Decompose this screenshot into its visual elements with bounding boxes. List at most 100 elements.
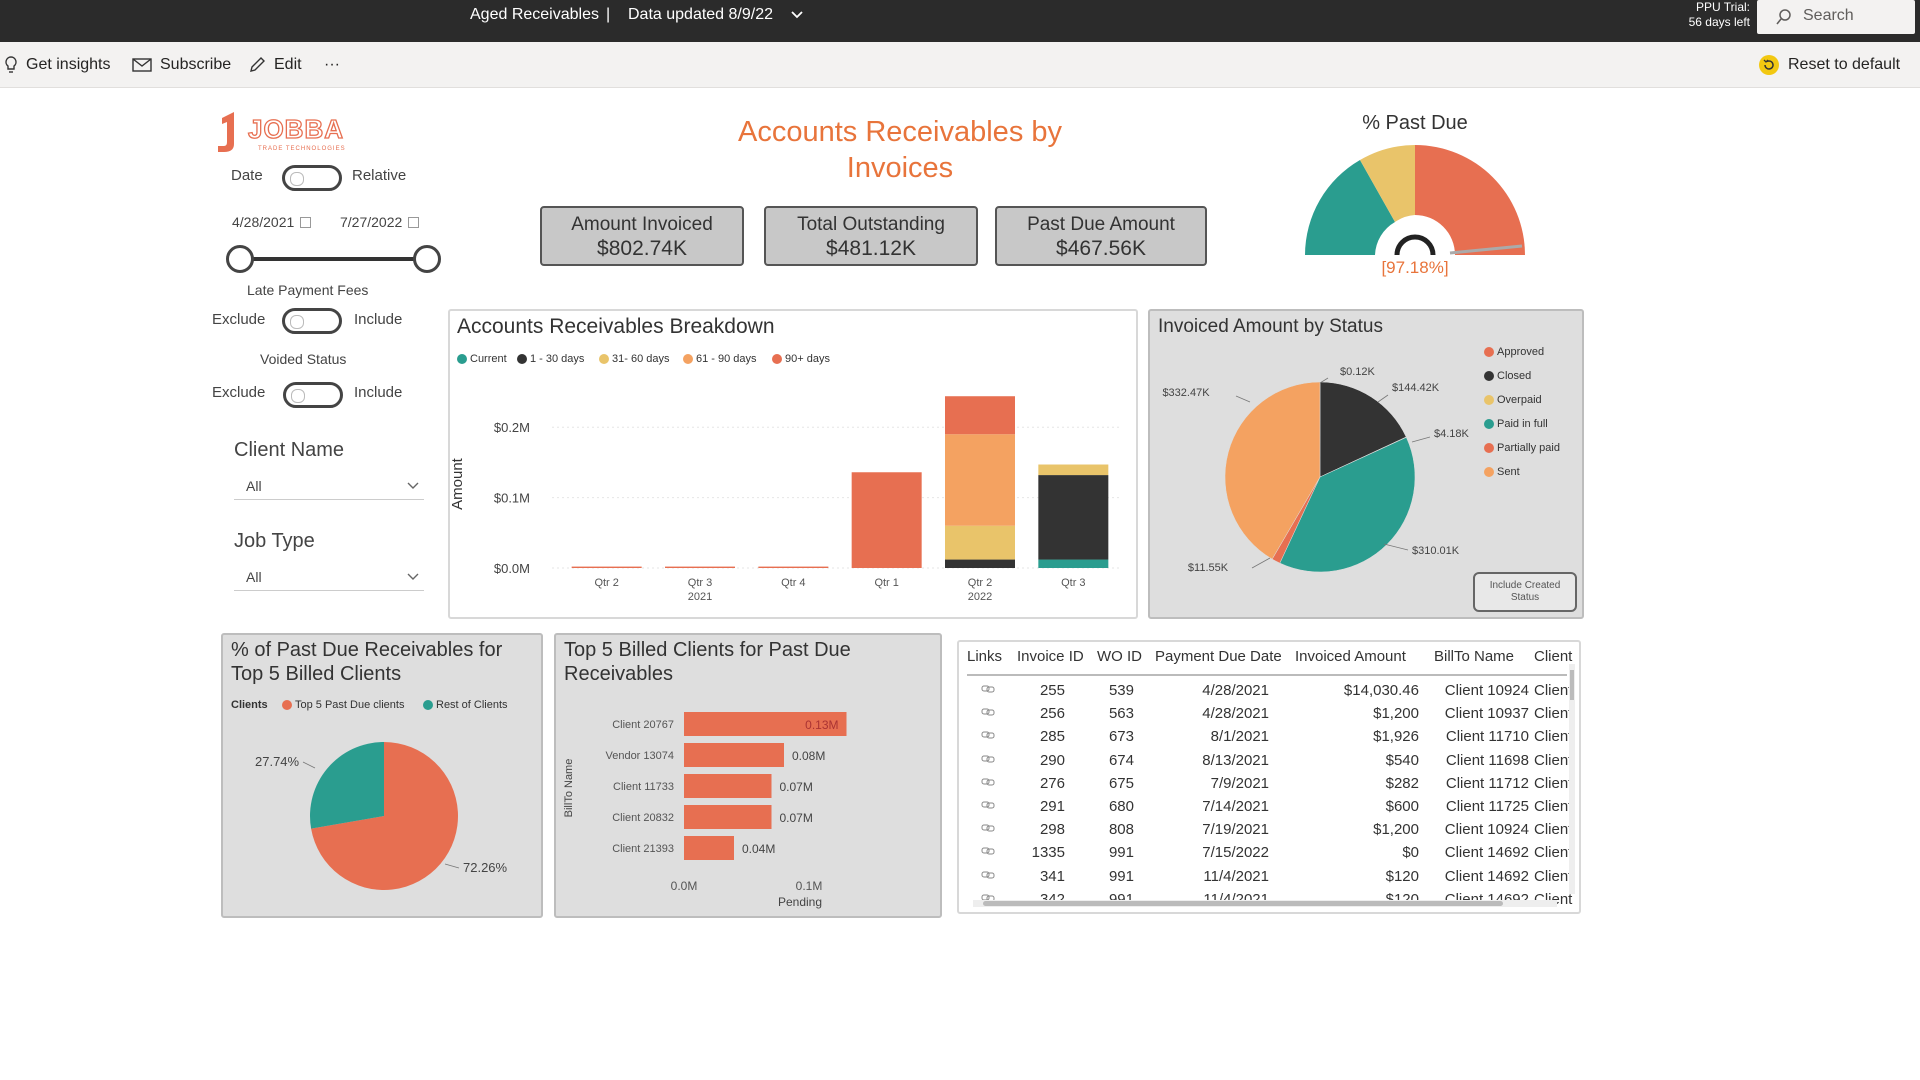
date-range-end-handle[interactable] [413, 245, 441, 273]
bar[interactable] [684, 805, 772, 829]
client-name-dropdown[interactable]: All [234, 472, 424, 500]
table-row[interactable]: 1335 991 7/15/2022 $0 Client 14692 Client [959, 842, 1572, 864]
bar[interactable] [684, 836, 734, 860]
column-header[interactable]: BillTo Name [1434, 648, 1515, 665]
bar-segment[interactable] [1038, 475, 1109, 560]
pie-data-label: $0.12K [1340, 366, 1376, 378]
bar-segment[interactable] [665, 566, 735, 568]
table-cell: 808 [1108, 821, 1134, 839]
top-bar: Aged Receivables | Data updated 8/9/22 P… [0, 0, 1920, 42]
table-row[interactable]: 255 539 4/28/2021 $14,030.46 Client 10924 Cli… [959, 680, 1572, 702]
date-range-start-handle[interactable] [226, 245, 254, 273]
search-placeholder: Search [1803, 7, 1854, 24]
voided-status-toggle[interactable] [283, 382, 343, 408]
bar-segment[interactable] [851, 472, 922, 568]
column-header[interactable]: Links [967, 648, 1003, 665]
vertical-scroll-thumb[interactable] [1570, 670, 1574, 700]
table-cell: $0 [1402, 844, 1419, 862]
column-header[interactable]: Payment Due Date [1155, 648, 1282, 665]
table-row[interactable]: 341 991 11/4/2021 $120 Client 14692 Client [959, 866, 1572, 888]
bar-segment[interactable] [945, 559, 1015, 568]
table-cell: 673 [1108, 728, 1134, 746]
bar[interactable] [684, 774, 772, 798]
table-cell: 7/14/2021 [1202, 798, 1269, 815]
reset-label: Reset to default [1788, 56, 1901, 73]
bar-segment[interactable] [1038, 464, 1109, 476]
table-row[interactable]: 290 674 8/13/2021 $540 Client 11698 Client [959, 750, 1572, 772]
job-type-dropdown[interactable]: All [234, 563, 424, 591]
column-header[interactable]: Invoiced Amount [1295, 648, 1406, 665]
link-icon[interactable] [981, 705, 995, 723]
date-range-track[interactable] [240, 257, 428, 261]
get-insights-button[interactable]: Get insights [4, 54, 110, 76]
column-header[interactable]: WO ID [1097, 648, 1142, 665]
bar-segment[interactable] [945, 396, 1015, 435]
table-cell: $540 [1385, 751, 1419, 769]
table-row[interactable]: 285 673 8/1/2021 $1,926 Client 11710 Client [959, 726, 1572, 748]
y-tick-label: Client 20767 [612, 719, 674, 731]
table-cell: Client 10924 [1444, 821, 1529, 839]
ar-breakdown-chart: Amount $0.0M $0.1M $0.2M Qtr 2 Qtr 3 Qtr 4 Qtr … [450, 396, 1120, 603]
pie-slice[interactable] [311, 742, 458, 890]
calendar-icon[interactable] [408, 217, 420, 228]
subscribe-button[interactable]: Subscribe [132, 54, 231, 76]
table-cell: 539 [1108, 682, 1134, 699]
start-date-input[interactable]: 4/28/2021 [232, 214, 312, 230]
pie-slice[interactable] [1224, 381, 1321, 560]
link-icon[interactable] [981, 821, 995, 839]
link-icon[interactable] [981, 798, 995, 816]
bar-segment[interactable] [945, 434, 1015, 526]
link-icon[interactable] [981, 844, 995, 862]
include-created-status-button[interactable]: Include Created Status [1473, 572, 1577, 612]
more-options-button[interactable]: ··· [324, 56, 340, 73]
chevron-down-icon[interactable] [790, 8, 804, 22]
bar[interactable] [684, 743, 784, 767]
horizontal-scrollbar[interactable] [973, 900, 1557, 907]
calendar-icon[interactable] [300, 217, 312, 228]
link-icon[interactable] [981, 728, 995, 746]
status-legend-item[interactable]: Overpaid [1484, 394, 1542, 406]
job-type-value: All [246, 569, 262, 585]
end-date-input[interactable]: 7/27/2022 [340, 214, 420, 230]
status-legend-item[interactable]: Partially paid [1484, 442, 1560, 454]
status-legend-item[interactable]: Sent [1484, 466, 1520, 478]
mail-icon [132, 58, 152, 72]
column-header[interactable]: Invoice ID [1017, 648, 1084, 665]
bar-segment[interactable] [758, 566, 829, 568]
table-row[interactable]: 298 808 7/19/2021 $1,200 Client 10924 Client [959, 819, 1572, 841]
top5-billed-title: Top 5 Billed Clients for Past Due Receiv… [564, 639, 851, 685]
bar-segment[interactable] [1038, 559, 1109, 568]
link-icon[interactable] [981, 752, 995, 770]
link-icon[interactable] [981, 775, 995, 793]
data-updated-dropdown[interactable]: Data updated 8/9/22 [628, 6, 774, 23]
table-cell: 256 [1039, 705, 1065, 723]
table-row[interactable]: 276 675 7/9/2021 $282 Client 11712 Client [959, 773, 1572, 795]
status-legend-item[interactable]: Paid in full [1484, 418, 1548, 430]
client-name-label: Client Name [234, 439, 345, 461]
pie-slice[interactable] [310, 742, 384, 829]
link-icon[interactable] [981, 682, 995, 700]
table-cell: Client 10924 [1444, 682, 1529, 699]
table-row[interactable]: 291 680 7/14/2021 $600 Client 11725 Client [959, 796, 1572, 818]
date-relative-toggle[interactable] [282, 165, 342, 191]
status-legend-item[interactable]: Closed [1484, 370, 1531, 382]
edit-button[interactable]: Edit [248, 54, 302, 76]
bar[interactable] [684, 712, 847, 736]
bar-segment[interactable] [571, 566, 642, 568]
reset-to-default-button[interactable]: Reset to default [1758, 54, 1900, 76]
late-payment-fees-label: Late Payment Fees [247, 282, 369, 298]
chevron-down-icon [407, 482, 419, 489]
vertical-scrollbar[interactable] [1569, 664, 1575, 894]
status-legend-item[interactable]: Approved [1484, 346, 1544, 358]
horizontal-scroll-thumb[interactable] [983, 901, 1503, 906]
search-box[interactable]: Search [1757, 0, 1915, 34]
bar-segment[interactable] [945, 525, 1015, 560]
link-icon[interactable] [981, 868, 995, 886]
late-fees-toggle[interactable] [282, 308, 342, 334]
chevron-down-icon [407, 573, 419, 580]
table-row[interactable]: 256 563 4/28/2021 $1,200 Client 10937 Client [959, 703, 1572, 725]
pie-leader-line [1411, 436, 1431, 443]
x-tick-label: 0.0M [671, 879, 698, 893]
column-header[interactable]: Client [1534, 648, 1573, 665]
pie-slice[interactable] [1319, 381, 1407, 478]
